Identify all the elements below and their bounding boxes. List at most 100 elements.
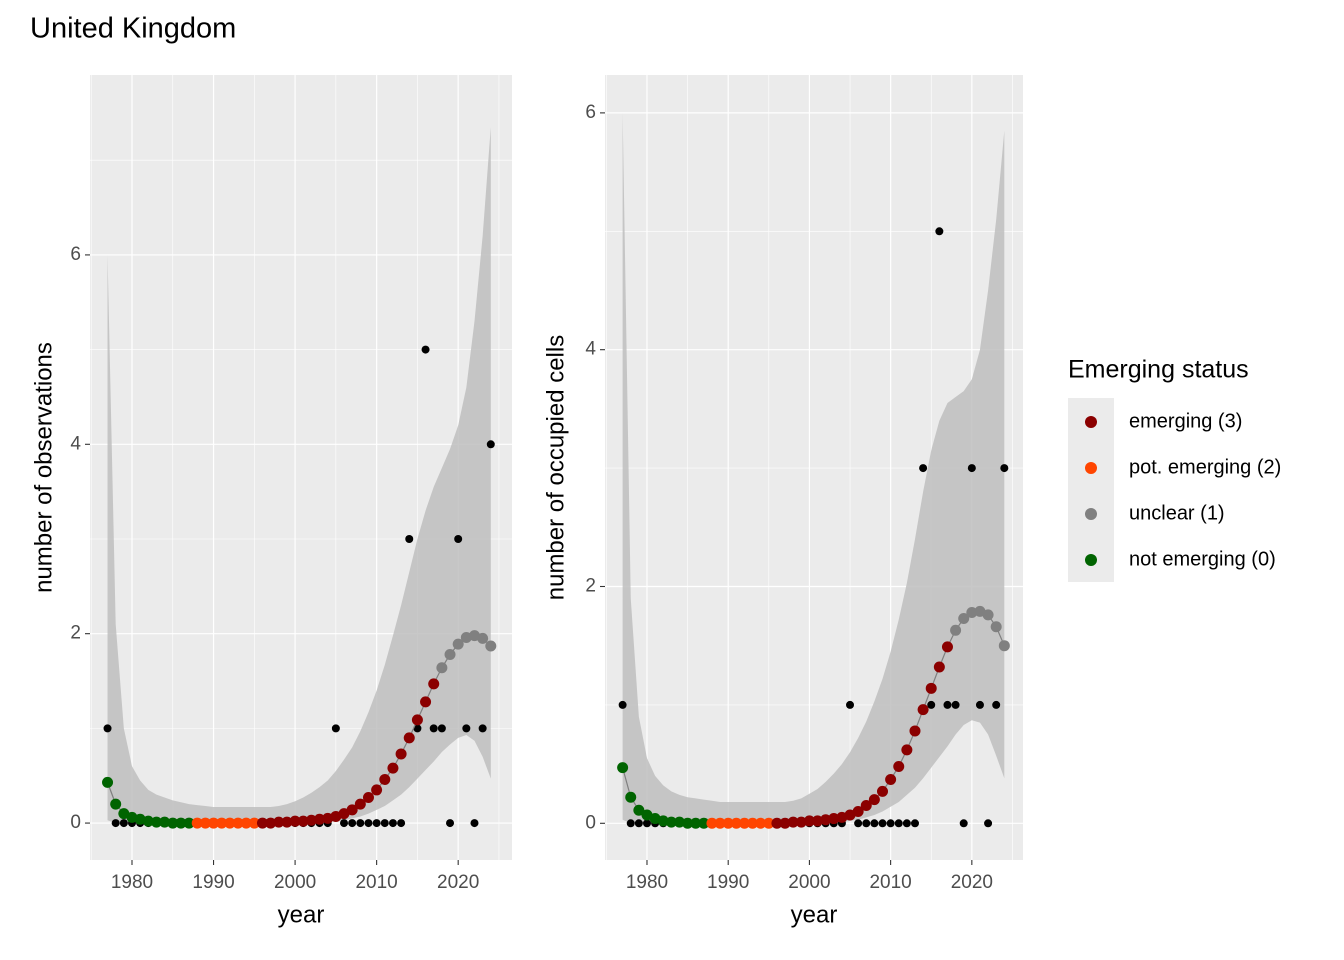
x-tick-label: 1980 <box>111 872 153 893</box>
observed-point <box>348 819 357 828</box>
fitted-point <box>175 817 187 829</box>
observed-point <box>902 819 911 828</box>
fitted-point <box>901 744 913 756</box>
fitted-point <box>917 704 929 716</box>
fitted-point <box>224 817 236 829</box>
fitted-point <box>690 817 702 829</box>
y-tick-label: 2 <box>70 623 81 644</box>
legend-label: unclear (1) <box>1129 502 1225 524</box>
fitted-point <box>314 813 326 825</box>
fitted-point <box>779 817 791 829</box>
y-tick-label: 2 <box>585 576 596 597</box>
fitted-point <box>273 816 285 828</box>
fitted-point <box>771 817 783 829</box>
observed-point <box>878 819 887 828</box>
fitted-point <box>982 609 994 621</box>
fitted-point <box>747 817 759 829</box>
observed-point <box>642 819 651 828</box>
fitted-point <box>240 817 252 829</box>
fitted-point <box>868 794 880 806</box>
fitted-point <box>714 817 726 829</box>
fitted-point <box>371 784 383 796</box>
observed-point <box>470 819 479 828</box>
y-axis-title: number of occupied cells <box>542 335 569 600</box>
x-tick-label: 2020 <box>951 872 993 893</box>
observed-point <box>854 819 863 828</box>
x-tick-label: 2010 <box>355 872 397 893</box>
legend-key <box>1085 416 1097 428</box>
x-tick-label: 2020 <box>437 872 479 893</box>
fitted-point <box>256 817 268 829</box>
observed-point <box>437 724 446 733</box>
observed-point <box>119 819 128 828</box>
fitted-point <box>706 817 718 829</box>
fitted-point <box>110 798 122 810</box>
observed-point <box>380 819 389 828</box>
observed-point <box>935 227 944 236</box>
observed-point <box>429 724 438 733</box>
observed-point <box>446 819 455 828</box>
fitted-point <box>354 798 366 810</box>
fitted-point <box>305 814 317 826</box>
observed-point <box>967 464 976 473</box>
fitted-point <box>338 808 350 820</box>
x-tick-label: 2010 <box>869 872 911 893</box>
observed-point <box>372 819 381 828</box>
fitted-point <box>150 816 162 828</box>
fitted-point <box>387 762 399 774</box>
observed-point <box>462 724 471 733</box>
y-tick-label: 6 <box>70 244 81 265</box>
observed-point <box>951 700 960 709</box>
y-axis-title: number of observations <box>30 342 57 593</box>
fitted-point <box>617 762 629 774</box>
legend-label: emerging (3) <box>1129 410 1242 432</box>
fitted-point <box>657 815 669 827</box>
fitted-point <box>828 813 840 825</box>
observed-point <box>397 819 406 828</box>
observed-point <box>486 440 495 449</box>
fitted-point <box>665 816 677 828</box>
y-tick-label: 4 <box>585 339 596 360</box>
fitted-point <box>142 815 154 827</box>
fitted-point <box>297 815 309 827</box>
fitted-point <box>199 817 211 829</box>
observed-point <box>478 724 487 733</box>
observed-point <box>340 819 349 828</box>
fitted-point <box>477 632 489 644</box>
observed-point <box>919 464 928 473</box>
fitted-point <box>102 776 114 788</box>
legend-key-background <box>1068 398 1114 582</box>
fitted-point <box>191 817 203 829</box>
fitted-point <box>795 816 807 828</box>
fitted-point <box>722 817 734 829</box>
fitted-point <box>362 792 374 804</box>
fitted-point <box>248 817 260 829</box>
y-tick-label: 0 <box>585 812 596 833</box>
x-tick-label: 2000 <box>274 872 316 893</box>
observed-point <box>331 724 340 733</box>
fitted-point <box>933 661 945 673</box>
legend-label: pot. emerging (2) <box>1129 456 1281 478</box>
observed-point <box>886 819 895 828</box>
fitted-point <box>755 817 767 829</box>
observed-point <box>870 819 879 828</box>
figure-title: United Kingdom <box>30 13 236 45</box>
fitted-point <box>232 817 244 829</box>
fitted-point <box>159 816 171 828</box>
fitted-point <box>820 814 832 826</box>
observed-point <box>894 819 903 828</box>
observed-point <box>626 819 635 828</box>
fitted-point <box>633 804 645 816</box>
fitted-point <box>411 714 423 726</box>
legend-label: not emerging (0) <box>1129 548 1276 570</box>
observed-point <box>927 700 936 709</box>
observed-point <box>111 819 120 828</box>
fitted-point <box>803 815 815 827</box>
fitted-point <box>852 805 864 817</box>
fitted-point <box>444 649 456 661</box>
fitted-point <box>738 817 750 829</box>
fitted-point <box>682 817 694 829</box>
observed-point <box>618 700 627 709</box>
fitted-point <box>860 800 872 812</box>
fitted-point <box>208 817 220 829</box>
